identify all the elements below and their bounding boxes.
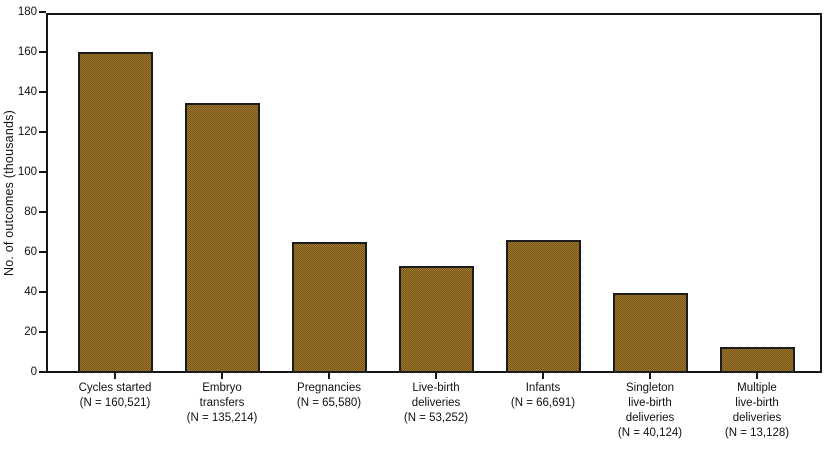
y-tick-label: 180 [17, 6, 37, 18]
x-category-label-line: deliveries [732, 412, 782, 424]
x-category-label: Cycles started (N = 160,521) [55, 381, 175, 411]
x-category-label: Pregnancies (N = 65,580) [269, 381, 389, 411]
x-category-label: Embryo transfers (N = 135,214) [162, 381, 282, 426]
x-category-label-line: live-birth [735, 397, 779, 409]
y-tick-label: 120 [17, 126, 37, 138]
bar [613, 293, 688, 373]
bar [720, 347, 795, 373]
plot-top-border [46, 13, 822, 15]
y-tick-label: 0 [30, 366, 37, 378]
y-tick-label: 100 [17, 166, 37, 178]
y-tick [39, 11, 46, 13]
x-category-label: Multiple live-birth deliveries (N = 13,128) [697, 381, 817, 441]
bar [292, 242, 367, 373]
y-tick [39, 211, 46, 213]
x-category-label-line: deliveries [411, 397, 461, 409]
x-category-label-line: (N = 40,124) [617, 427, 683, 439]
x-category-label-line: (N = 65,580) [296, 397, 362, 409]
x-tick [435, 373, 437, 379]
plot-right-border [820, 13, 822, 373]
bar [506, 240, 581, 373]
x-tick [649, 373, 651, 379]
x-category-label-line: (N = 66,691) [510, 397, 576, 409]
y-tick [39, 371, 46, 373]
y-tick-label: 20 [24, 326, 37, 338]
x-tick [542, 373, 544, 379]
x-category-label-line: (N = 13,128) [724, 427, 790, 439]
x-tick [221, 373, 223, 379]
x-category-label-line: Embryo [202, 382, 242, 394]
bar [399, 266, 474, 373]
y-tick [39, 51, 46, 53]
bar [185, 103, 260, 373]
y-tick [39, 251, 46, 253]
y-tick [39, 171, 46, 173]
y-tick [39, 131, 46, 133]
y-tick-label: 60 [24, 246, 37, 258]
x-category-label-line: Multiple [737, 382, 777, 394]
y-tick [39, 331, 46, 333]
x-category-label-line: Pregnancies [297, 382, 361, 394]
x-tick [328, 373, 330, 379]
x-category-label-line: Singleton [626, 382, 674, 394]
x-category-label-line: (N = 160,521) [79, 397, 151, 409]
x-category-label: Live-birth deliveries (N = 53,252) [376, 381, 496, 426]
x-category-label: Singleton live-birth deliveries (N = 40,124… [590, 381, 710, 441]
x-category-label-line: Cycles started [78, 382, 152, 394]
x-category-label-line: live-birth [628, 397, 672, 409]
y-tick [39, 291, 46, 293]
x-category-label-line: Infants [525, 382, 561, 394]
x-tick [114, 373, 116, 379]
x-tick [756, 373, 758, 379]
x-category-label-line: transfers [199, 397, 245, 409]
y-tick-label: 140 [17, 86, 37, 98]
y-tick-label: 80 [24, 206, 37, 218]
y-tick-label: 40 [24, 286, 37, 298]
y-tick [39, 91, 46, 93]
x-category-label-line: deliveries [625, 412, 675, 424]
x-category-label-line: (N = 135,214) [186, 412, 258, 424]
x-category-label: Infants (N = 66,691) [483, 381, 603, 411]
y-tick-label: 160 [17, 46, 37, 58]
x-category-label-line: Live-birth [412, 382, 460, 394]
y-axis-line [46, 13, 48, 373]
x-category-label-line: (N = 53,252) [403, 412, 469, 424]
bar [78, 52, 153, 373]
